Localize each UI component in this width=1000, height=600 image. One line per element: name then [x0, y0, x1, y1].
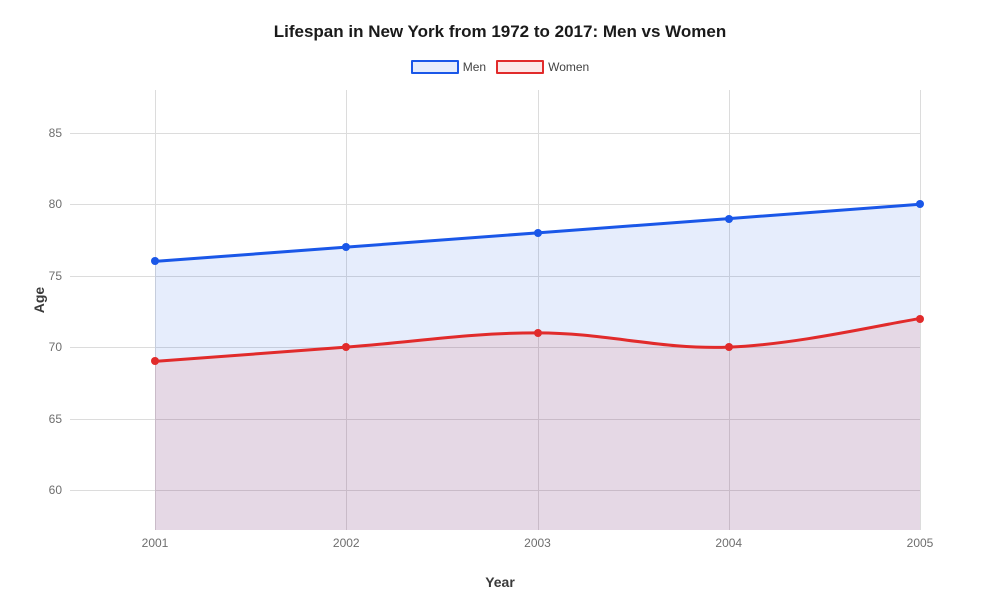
- y-axis-label: Age: [31, 287, 47, 313]
- marker-women[interactable]: [151, 357, 159, 365]
- chart-title: Lifespan in New York from 1972 to 2017: …: [0, 22, 1000, 42]
- marker-women[interactable]: [725, 343, 733, 351]
- x-tick-label: 2004: [715, 536, 742, 550]
- marker-men[interactable]: [151, 257, 159, 265]
- y-tick-label: 80: [49, 197, 62, 211]
- y-tick-label: 70: [49, 340, 62, 354]
- grid-line-v: [920, 90, 921, 530]
- legend-item-men[interactable]: Men: [411, 60, 486, 74]
- marker-men[interactable]: [916, 200, 924, 208]
- legend-label-men: Men: [463, 60, 486, 74]
- legend-label-women: Women: [548, 60, 589, 74]
- marker-men[interactable]: [342, 243, 350, 251]
- x-tick-label: 2002: [333, 536, 360, 550]
- legend: Men Women: [0, 60, 1000, 74]
- x-tick-label: 2005: [907, 536, 934, 550]
- legend-swatch-men: [411, 60, 459, 74]
- x-tick-label: 2003: [524, 536, 551, 550]
- chart-container: Lifespan in New York from 1972 to 2017: …: [0, 0, 1000, 600]
- legend-item-women[interactable]: Women: [496, 60, 589, 74]
- legend-swatch-women: [496, 60, 544, 74]
- plot-area: 60657075808520012002200320042005: [70, 90, 920, 530]
- y-tick-label: 85: [49, 126, 62, 140]
- marker-women[interactable]: [916, 315, 924, 323]
- marker-men[interactable]: [534, 229, 542, 237]
- y-tick-label: 65: [49, 412, 62, 426]
- marker-men[interactable]: [725, 215, 733, 223]
- x-tick-label: 2001: [142, 536, 169, 550]
- chart-svg: [70, 90, 920, 530]
- marker-women[interactable]: [342, 343, 350, 351]
- y-tick-label: 60: [49, 483, 62, 497]
- marker-women[interactable]: [534, 329, 542, 337]
- y-tick-label: 75: [49, 269, 62, 283]
- x-axis-label: Year: [485, 574, 515, 590]
